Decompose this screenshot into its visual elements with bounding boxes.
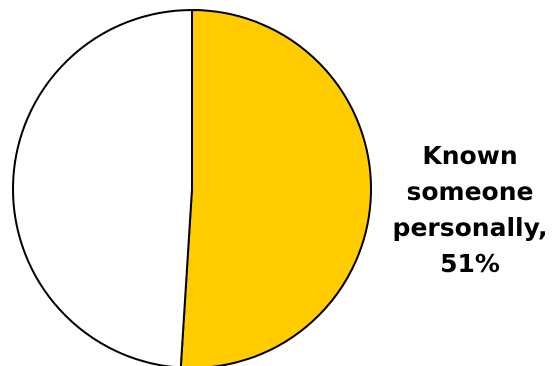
slice-label-line: personally, [392,213,548,242]
pie-slice-1 [12,9,193,366]
slice-label-line: Known [422,141,518,170]
slice-label-line: someone [406,177,534,206]
pie-slice-0 [179,9,372,366]
slice-label-line: 51% [440,249,500,278]
slice-label-known-someone: Known someone personally, 51% [386,138,554,282]
